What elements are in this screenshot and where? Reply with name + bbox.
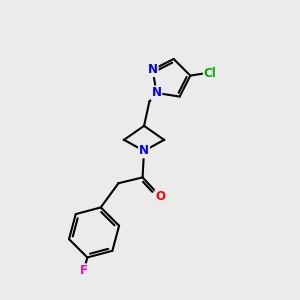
Text: O: O: [155, 190, 166, 203]
Text: N: N: [139, 144, 149, 158]
Text: Cl: Cl: [204, 67, 217, 80]
Text: F: F: [80, 264, 88, 277]
Text: N: N: [152, 86, 161, 99]
Text: N: N: [148, 63, 158, 76]
